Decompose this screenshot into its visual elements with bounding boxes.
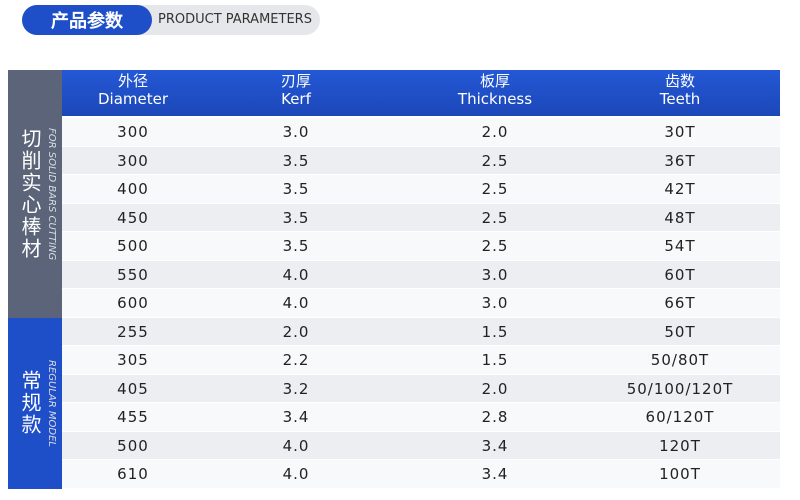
column-header-en: Diameter [97,90,169,108]
table-cell: 4.0 [282,265,310,284]
column-header-zh: 齿数 [664,72,695,90]
table-cell: 550 [117,265,149,284]
table-cell: 400 [117,180,149,198]
table-cell: 66T [664,294,696,312]
table-cell: 36T [664,151,696,170]
table-cell: 600 [117,294,149,312]
table-cell: 60/120T [645,408,715,426]
column-header-zh: 板厚 [479,72,510,90]
table-cell: 3.0 [282,123,310,141]
table-cell: 455 [117,408,149,426]
table-cell: 3.0 [481,294,509,312]
table-cell: 48T [664,208,696,227]
table-row [62,460,780,488]
group-label: 切削实心棒材 [18,127,42,260]
table-cell: 2.0 [282,322,310,341]
table-cell: 1.5 [481,322,509,341]
table-cell: 3.4 [282,408,310,426]
table-row [62,374,780,402]
table-cell: 450 [117,208,149,227]
table-cell: 2.5 [481,180,509,198]
table-cell: 50/80T [650,351,710,369]
table-row [62,317,780,345]
table-cell: 2.2 [282,351,310,369]
group-label-en: REGULAR MODEL [46,359,57,447]
table-cell: 3.5 [282,208,310,227]
column-header-en: Teeth [659,90,701,108]
table-cell: 3.5 [282,237,310,255]
table-row [62,146,780,174]
column-header-zh: 刃厚 [280,72,311,90]
group-label-cell [8,70,62,318]
table-cell: 100T [659,465,701,483]
table-cell: 42T [664,180,696,198]
table-cell: 3.4 [481,465,509,483]
table-cell: 300 [117,123,149,141]
table-cell: 54T [664,237,696,255]
table-cell: 4.0 [282,465,310,483]
table-row [62,232,780,260]
table-cell: 405 [117,379,149,398]
table-row [62,118,780,146]
table-cell: 2.5 [481,237,509,255]
table-cell: 255 [117,322,149,341]
title: 产品参数 [22,5,152,35]
table-cell: 500 [117,237,149,255]
table-cell: 3.5 [282,151,310,170]
table-cell: 50/100/120T [626,379,734,398]
subtitle: PRODUCT PARAMETERS [158,12,312,27]
table-cell: 300 [117,151,149,170]
table-cell: 3.0 [481,265,509,284]
table-cell: 500 [117,436,149,455]
table-row [62,289,780,317]
table-row [62,403,780,431]
table-cell: 2.5 [481,208,509,227]
table-cell: 60T [664,265,696,284]
table-row [62,431,780,459]
group-label-en: FOR SOLID BARS CUTTING [46,127,57,260]
group-label: 常规款 [18,370,42,436]
table-cell: 2.8 [481,408,509,426]
column-header-en: Thickness [457,90,533,108]
table-cell: 610 [117,465,149,483]
table-cell: 2.5 [481,151,509,170]
table-row [62,175,780,203]
table-cell: 3.4 [481,436,509,455]
table-cell: 3.2 [282,379,310,398]
table-cell: 4.0 [282,436,310,455]
group-label-cell [8,317,62,489]
table-cell: 4.0 [282,294,310,312]
table-cell: 3.5 [282,180,310,198]
table-cell: 120T [659,436,701,455]
column-header-zh: 外径 [117,72,148,90]
column-header-en: Kerf [281,90,311,108]
table-cell: 30T [664,123,696,141]
table-row [62,260,780,288]
table-header [62,70,780,116]
table-cell: 50T [664,322,696,341]
table-cell: 305 [117,351,149,369]
table-row [62,346,780,374]
table-row [62,203,780,231]
table-cell: 2.0 [481,379,509,398]
table-cell: 1.5 [481,351,509,369]
table-cell: 2.0 [481,123,509,141]
